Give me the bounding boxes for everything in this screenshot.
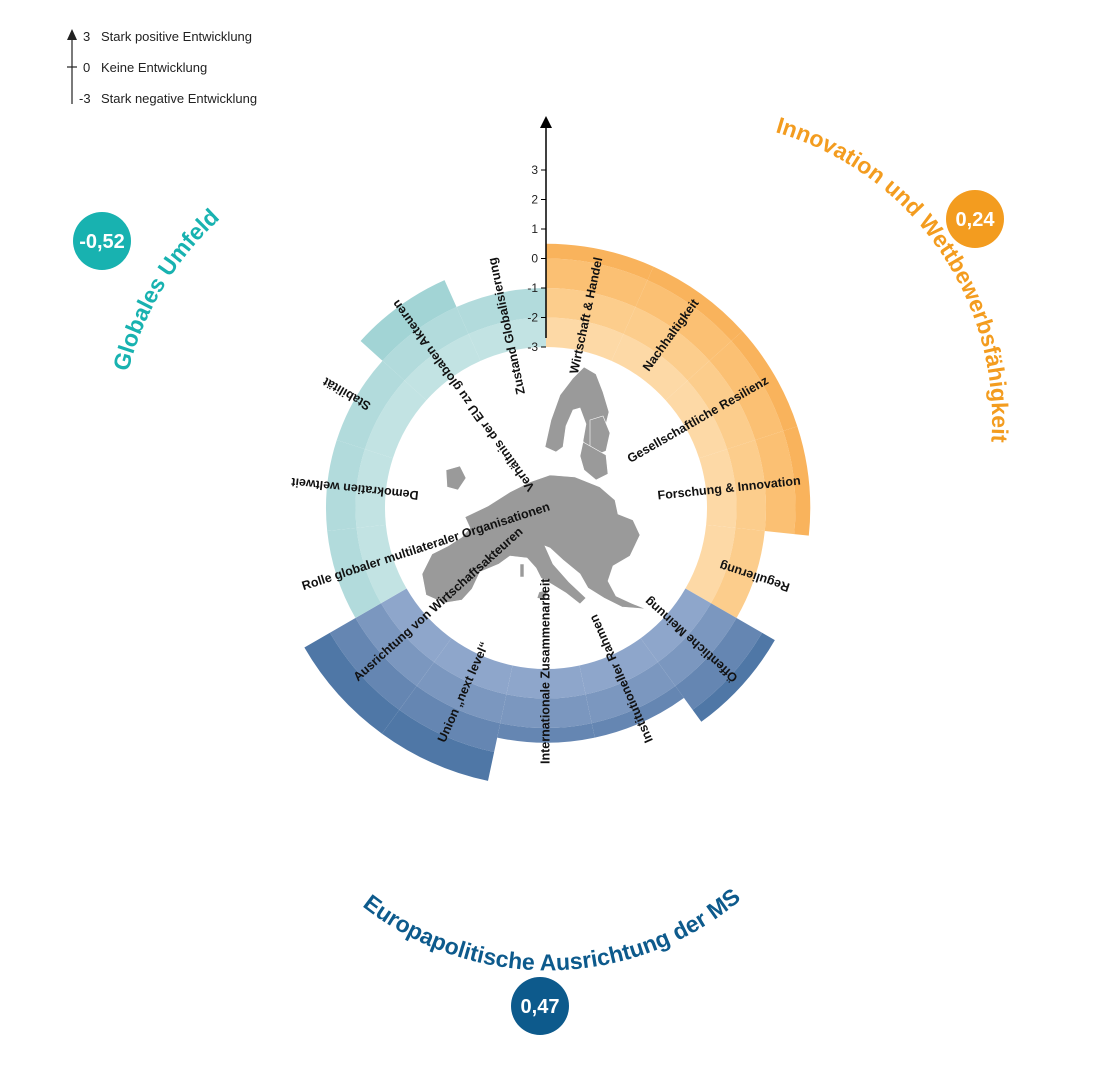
segment-bar [382, 638, 513, 781]
segment-ring [360, 280, 457, 361]
segment-ring [327, 527, 382, 618]
segment-ring [685, 524, 736, 604]
segment-ring [506, 665, 586, 699]
segment-ring [416, 662, 507, 724]
group-title-innovation: Innovation und Wettbewerbsfähigkeit [774, 112, 1014, 444]
segment-ring [755, 430, 796, 535]
segment-ring [783, 426, 811, 536]
segment-ring [336, 360, 405, 450]
axis-tick-label: -1 [527, 281, 538, 295]
axis-tick-label: 0 [531, 252, 538, 266]
segment-bar [456, 288, 546, 361]
segment-rings [304, 243, 811, 781]
badge-circle [946, 190, 1004, 248]
segment-ring [364, 380, 427, 459]
segment-ring [585, 662, 676, 724]
segment-bar [685, 524, 765, 618]
legend-value: 3 [83, 29, 90, 44]
score-badge-global: -0,52 [73, 212, 131, 270]
segment-ring [434, 638, 513, 695]
segment-ring [692, 632, 775, 722]
segment-ring [546, 317, 624, 361]
segment-ring [731, 331, 798, 431]
segment-ring [500, 694, 592, 728]
segment-ring [546, 258, 648, 308]
segment-ring [640, 588, 711, 663]
segment-bar [360, 280, 481, 401]
segment-ring [665, 380, 728, 459]
segment-bar [304, 588, 452, 734]
segment-ring [699, 449, 737, 528]
segment-ring [356, 524, 407, 604]
badge-circle [511, 977, 569, 1035]
segment-ring [687, 360, 756, 450]
europe-map-icon [421, 366, 647, 610]
badge-score: 0,24 [956, 209, 996, 231]
segment-ring [399, 685, 501, 753]
segment-ring [404, 333, 481, 401]
badge-circle [73, 212, 131, 270]
segment-ring [329, 618, 417, 710]
axis-tick-label: 2 [531, 193, 538, 207]
segment-bar [579, 638, 684, 738]
group-title-europe: Europapolitische Ausrichtung der MS [359, 883, 745, 975]
segment-label: Internationale Zusammenarbeit [538, 578, 552, 764]
segment-ring [647, 266, 743, 342]
segment-ring [635, 280, 732, 361]
segment-bar [326, 440, 393, 531]
legend-value: 0 [83, 60, 90, 75]
segment-ring [710, 527, 765, 618]
segment-ring [546, 243, 654, 281]
segment-ring [468, 317, 546, 361]
segment-ring [546, 288, 636, 334]
badge-score: 0,47 [521, 996, 560, 1018]
segment-ring [623, 307, 710, 381]
segment-ring [456, 288, 546, 334]
badge-score: -0,52 [79, 231, 125, 253]
axis-tick-label: -3 [527, 340, 538, 354]
segment-ring [304, 632, 400, 734]
segment-ring [727, 440, 766, 531]
segment-ring [382, 307, 469, 381]
segment-ring [355, 603, 435, 686]
legend-label: Stark negative Entwicklung [101, 91, 257, 106]
segment-ring [709, 341, 784, 441]
axis-tick-label: 1 [531, 222, 538, 236]
segment-bar [327, 524, 407, 618]
segment-bar [665, 331, 798, 459]
legend-label: Stark positive Entwicklung [101, 29, 252, 44]
legend-arrow-icon [67, 29, 77, 40]
segment-ring [675, 618, 763, 710]
legend-value: -3 [79, 91, 91, 106]
segment-ring [611, 333, 688, 401]
segment-ring [355, 449, 393, 528]
segment-bar [611, 266, 743, 401]
segment-bar [546, 243, 654, 361]
segment-ring [382, 709, 495, 781]
axis-arrow-icon [540, 116, 552, 128]
segment-ring [497, 723, 595, 743]
axis-tick-label: 3 [531, 163, 538, 177]
segment-bar [699, 426, 811, 536]
score-badge-innovation: 0,24 [946, 190, 1004, 248]
segment-ring [591, 685, 684, 738]
value-axis: 3 2 1 0 -1 -2 -3 [527, 116, 552, 354]
legend: 3 Stark positive Entwicklung 0 Keine Ent… [67, 29, 257, 106]
legend-label: Keine Entwicklung [101, 60, 207, 75]
segment-ring [326, 440, 365, 531]
segment-ring [579, 638, 658, 695]
segment-bar [640, 588, 775, 722]
segment-ring [381, 588, 452, 663]
segment-bar [497, 665, 595, 743]
segment-bar [336, 360, 427, 459]
axis-tick-label: -2 [527, 311, 538, 325]
segment-ring [657, 603, 737, 686]
score-badge-europe: 0,47 [511, 977, 569, 1035]
